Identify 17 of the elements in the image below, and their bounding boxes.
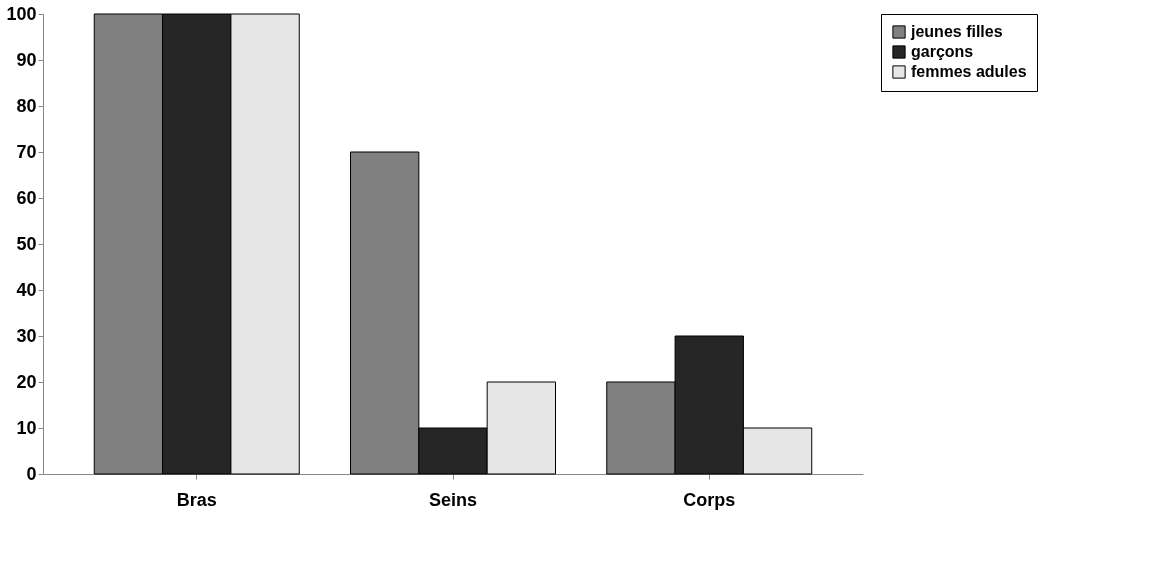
y-tick-label: 40 <box>16 279 37 300</box>
y-tick-label: 30 <box>16 325 37 346</box>
x-tick-label: Bras <box>176 489 217 510</box>
legend-label: femmes adules <box>911 63 1027 80</box>
legend-label: jeunes filles <box>910 23 1003 40</box>
y-tick-label: 20 <box>16 371 37 392</box>
y-tick-label: 60 <box>16 187 37 208</box>
y-tick-label: 70 <box>16 141 37 162</box>
y-tick-label: 10 <box>16 417 37 438</box>
y-tick-label: 90 <box>16 49 37 70</box>
y-tick-label: 0 <box>26 463 37 484</box>
legend-label: garçons <box>911 43 974 60</box>
y-tick-label: 50 <box>16 233 37 254</box>
x-tick-label: Seins <box>428 489 478 510</box>
y-tick-label: 100 <box>6 3 37 24</box>
y-tick-label: 80 <box>16 95 37 116</box>
x-tick-label: Corps <box>683 489 736 510</box>
